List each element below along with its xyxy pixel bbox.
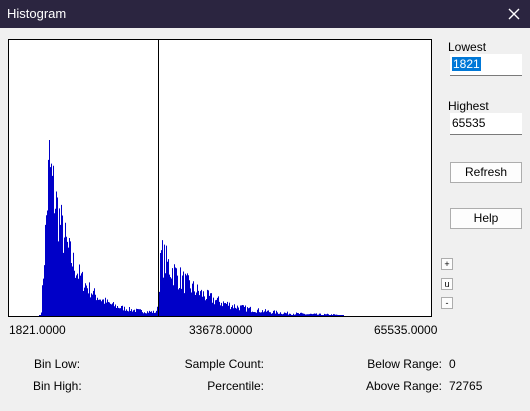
histogram-graphic <box>39 40 344 316</box>
histogram-plot[interactable] <box>8 39 432 317</box>
lowest-field[interactable]: 1821 <box>450 54 522 76</box>
lowest-label: Lowest <box>448 40 487 54</box>
above-range-value: 72765 <box>449 379 483 393</box>
unzoom-button[interactable]: u <box>441 278 453 290</box>
below-range-label: Below Range: <box>367 357 442 371</box>
axis-max-label: 65535.0000 <box>374 323 438 337</box>
sample-count-label: Sample Count: <box>184 357 264 371</box>
percentile-label: Percentile: <box>207 379 264 393</box>
highest-label: Highest <box>448 99 489 113</box>
window-title: Histogram <box>7 6 67 21</box>
axis-min-label: 1821.0000 <box>9 323 66 337</box>
bin-low-label: Bin Low: <box>34 357 81 371</box>
highest-field[interactable]: 65535 <box>450 113 522 135</box>
title-bar: Histogram <box>0 0 530 28</box>
zoom-out-button[interactable]: - <box>441 297 453 309</box>
histogram-baseline <box>39 315 344 316</box>
below-range-value: 0 <box>449 357 456 371</box>
above-range-label: Above Range: <box>365 379 442 393</box>
bin-high-label: Bin High: <box>33 379 82 393</box>
axis-mid-label: 33678.0000 <box>189 323 253 337</box>
close-icon[interactable] <box>504 4 524 24</box>
highest-value: 65535 <box>452 116 486 130</box>
help-button[interactable]: Help <box>450 208 522 229</box>
histogram-bars <box>41 140 339 316</box>
zoom-in-button[interactable]: + <box>441 258 453 270</box>
lowest-value: 1821 <box>452 57 481 71</box>
refresh-button[interactable]: Refresh <box>450 162 522 183</box>
